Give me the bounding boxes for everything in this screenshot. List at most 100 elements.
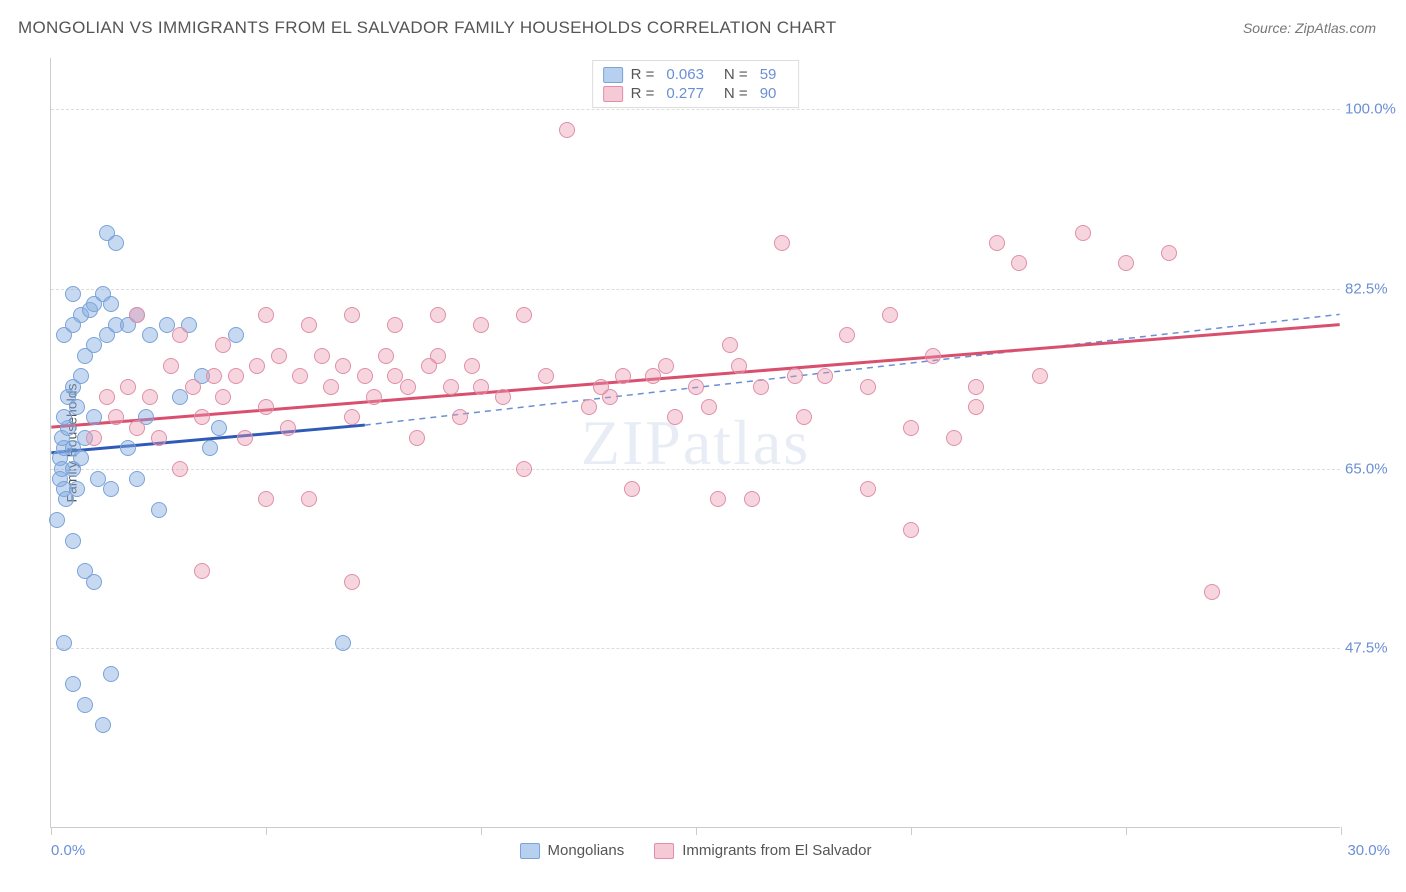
scatter-point (903, 522, 919, 538)
scatter-point (366, 389, 382, 405)
scatter-point (73, 450, 89, 466)
scatter-point (65, 676, 81, 692)
r-value: 0.277 (666, 85, 704, 102)
scatter-point (1075, 225, 1091, 241)
scatter-point (280, 420, 296, 436)
scatter-point (421, 358, 437, 374)
gridline (51, 469, 1340, 470)
scatter-point (658, 358, 674, 374)
scatter-point (473, 379, 489, 395)
scatter-point (335, 358, 351, 374)
scatter-point (1011, 255, 1027, 271)
n-label: N = (724, 85, 748, 102)
scatter-point (710, 491, 726, 507)
x-axis-end-label: 30.0% (1347, 842, 1390, 859)
scatter-point (335, 635, 351, 651)
scatter-point (65, 533, 81, 549)
scatter-point (882, 307, 898, 323)
scatter-point (249, 358, 265, 374)
plot-area: ZIPatlas R =0.063N =59R =0.277N =90 Mong… (50, 58, 1340, 828)
scatter-point (185, 379, 201, 395)
scatter-point (688, 379, 704, 395)
n-value: 59 (760, 66, 777, 83)
x-tick (51, 827, 52, 835)
chart-header: MONGOLIAN VS IMMIGRANTS FROM EL SALVADOR… (0, 0, 1406, 48)
scatter-point (258, 491, 274, 507)
correlation-row: R =0.063N =59 (603, 65, 789, 84)
scatter-point (722, 337, 738, 353)
scatter-point (538, 368, 554, 384)
scatter-point (194, 409, 210, 425)
scatter-point (86, 409, 102, 425)
scatter-point (452, 409, 468, 425)
scatter-point (271, 348, 287, 364)
scatter-point (744, 491, 760, 507)
scatter-point (1032, 368, 1048, 384)
scatter-point (400, 379, 416, 395)
scatter-point (860, 379, 876, 395)
scatter-point (615, 368, 631, 384)
gridline (51, 648, 1340, 649)
scatter-point (1204, 584, 1220, 600)
scatter-point (56, 635, 72, 651)
x-tick (696, 827, 697, 835)
scatter-point (323, 379, 339, 395)
r-value: 0.063 (666, 66, 704, 83)
scatter-point (731, 358, 747, 374)
scatter-point (215, 389, 231, 405)
scatter-point (667, 409, 683, 425)
scatter-point (387, 317, 403, 333)
scatter-point (99, 389, 115, 405)
scatter-point (464, 358, 480, 374)
scatter-point (516, 461, 532, 477)
scatter-point (73, 368, 89, 384)
n-label: N = (724, 66, 748, 83)
scatter-point (1118, 255, 1134, 271)
scatter-point (344, 574, 360, 590)
legend-swatch (603, 67, 623, 83)
chart-title: MONGOLIAN VS IMMIGRANTS FROM EL SALVADOR… (18, 18, 836, 38)
scatter-point (142, 327, 158, 343)
scatter-point (701, 399, 717, 415)
scatter-point (151, 430, 167, 446)
x-tick (1341, 827, 1342, 835)
scatter-point (120, 440, 136, 456)
legend-swatch (520, 843, 540, 859)
scatter-point (103, 666, 119, 682)
scatter-point (1161, 245, 1177, 261)
x-axis-start-label: 0.0% (51, 842, 85, 859)
scatter-point (228, 327, 244, 343)
scatter-point (120, 379, 136, 395)
scatter-point (172, 461, 188, 477)
scatter-point (787, 368, 803, 384)
scatter-point (593, 379, 609, 395)
scatter-point (95, 717, 111, 733)
scatter-point (989, 235, 1005, 251)
legend-item: Immigrants from El Salvador (654, 842, 871, 859)
scatter-point (86, 430, 102, 446)
scatter-point (258, 307, 274, 323)
scatter-point (344, 409, 360, 425)
scatter-point (103, 481, 119, 497)
scatter-point (314, 348, 330, 364)
scatter-point (237, 430, 253, 446)
legend-item: Mongolians (520, 842, 625, 859)
gridline (51, 289, 1340, 290)
scatter-point (211, 420, 227, 436)
scatter-point (357, 368, 373, 384)
scatter-point (925, 348, 941, 364)
scatter-point (65, 286, 81, 302)
y-tick-label: 65.0% (1345, 460, 1395, 477)
scatter-point (108, 409, 124, 425)
scatter-point (215, 337, 231, 353)
scatter-point (903, 420, 919, 436)
correlation-row: R =0.277N =90 (603, 84, 789, 103)
scatter-point (129, 307, 145, 323)
x-tick (1126, 827, 1127, 835)
scatter-point (202, 440, 218, 456)
scatter-point (774, 235, 790, 251)
scatter-point (559, 122, 575, 138)
scatter-point (860, 481, 876, 497)
y-tick-label: 47.5% (1345, 640, 1395, 657)
x-tick (481, 827, 482, 835)
